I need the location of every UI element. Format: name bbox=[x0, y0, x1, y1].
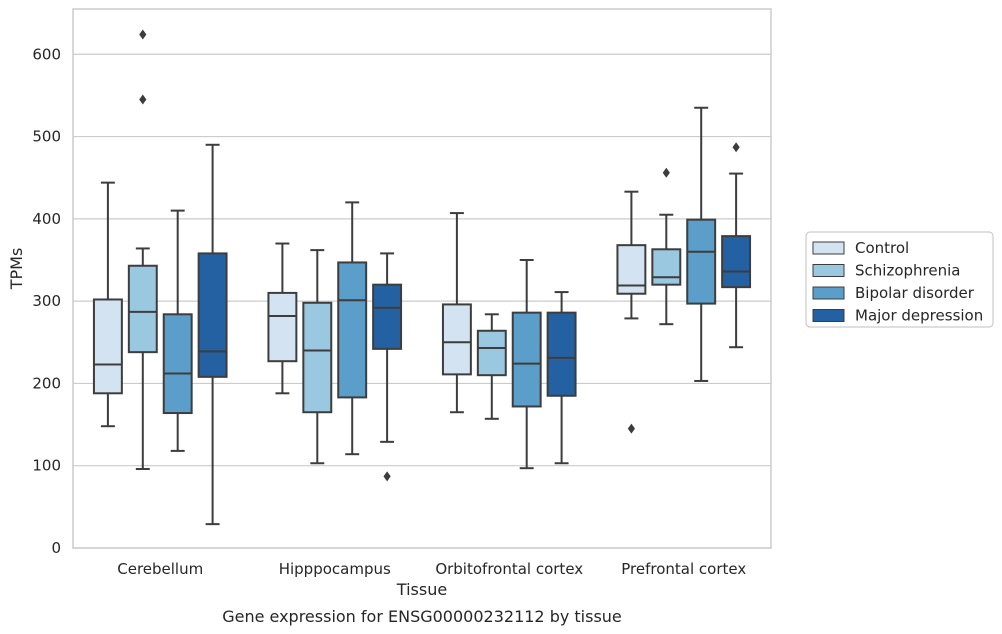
chart-caption: Gene expression for ENSG00000232112 by t… bbox=[222, 607, 622, 626]
y-tick-label: 100 bbox=[32, 457, 61, 475]
box-iqr bbox=[511, 311, 542, 408]
x-tick-label: Cerebellum bbox=[117, 560, 203, 578]
box-major-depression bbox=[721, 142, 752, 349]
x-axis-label: Tissue bbox=[396, 580, 447, 599]
box-bipolar-disorder bbox=[511, 258, 542, 470]
box-iqr bbox=[651, 248, 682, 286]
legend-label: Control bbox=[855, 239, 909, 257]
box-iqr bbox=[197, 252, 228, 378]
box-iqr bbox=[267, 291, 298, 363]
outlier-point bbox=[732, 142, 740, 153]
y-tick-label: 0 bbox=[51, 539, 61, 557]
box-major-depression bbox=[197, 143, 228, 526]
legend: Control Schizophrenia Bipolar disorder Majo… bbox=[805, 231, 994, 328]
box-control bbox=[92, 181, 123, 428]
y-tick-label: 400 bbox=[32, 210, 61, 228]
legend-frame bbox=[805, 231, 994, 328]
y-tick-label: 300 bbox=[32, 292, 61, 310]
box-iqr bbox=[162, 313, 193, 415]
legend-swatch bbox=[812, 264, 845, 277]
box-control bbox=[616, 190, 647, 434]
legend-label: Bipolar disorder bbox=[855, 284, 975, 302]
y-tick-label: 200 bbox=[32, 374, 61, 392]
outlier-point bbox=[627, 423, 635, 434]
box-iqr bbox=[302, 301, 333, 414]
box-bipolar-disorder bbox=[337, 201, 368, 456]
box-iqr bbox=[337, 261, 368, 399]
box-major-depression bbox=[372, 252, 403, 482]
box-schizophrenia bbox=[302, 249, 333, 465]
box-schizophrenia bbox=[651, 167, 682, 326]
box-iqr bbox=[372, 283, 403, 350]
outlier-point bbox=[139, 29, 147, 40]
box-schizophrenia bbox=[127, 29, 158, 471]
outlier-point bbox=[139, 94, 147, 105]
box-iqr bbox=[127, 264, 158, 354]
y-axis-ticks: 0 100 200 300 400 500 600 bbox=[32, 45, 61, 557]
box-bipolar-disorder bbox=[686, 106, 717, 382]
box-major-depression bbox=[546, 291, 577, 465]
box-schizophrenia bbox=[476, 313, 507, 420]
x-tick-label: Hipppocampus bbox=[279, 560, 391, 578]
y-axis-label: TPMs bbox=[7, 248, 26, 291]
box-iqr bbox=[476, 329, 507, 377]
box-iqr bbox=[92, 298, 123, 395]
box-control bbox=[441, 212, 472, 414]
box-iqr bbox=[441, 303, 472, 376]
outlier-point bbox=[662, 167, 670, 178]
y-tick-label: 500 bbox=[32, 128, 61, 146]
y-tick-label: 600 bbox=[32, 45, 61, 63]
legend-swatch bbox=[812, 241, 845, 255]
outlier-point bbox=[383, 471, 391, 482]
legend-label: Major depression bbox=[855, 307, 983, 325]
box-iqr bbox=[546, 311, 577, 397]
x-axis-ticks: Cerebellum Hipppocampus Orbitofrontal cort… bbox=[117, 560, 746, 578]
legend-label: Schizophrenia bbox=[855, 262, 960, 280]
legend-swatch bbox=[812, 309, 845, 322]
box-iqr bbox=[686, 218, 717, 305]
x-tick-label: Orbitofrontal cortex bbox=[435, 560, 583, 578]
box-plot-series bbox=[92, 29, 752, 526]
box-bipolar-disorder bbox=[162, 209, 193, 452]
box-iqr bbox=[721, 235, 752, 289]
legend-swatch bbox=[812, 286, 845, 300]
x-tick-label: Prefrontal cortex bbox=[621, 560, 746, 578]
box-control bbox=[267, 242, 298, 395]
plot-frame bbox=[72, 8, 772, 549]
